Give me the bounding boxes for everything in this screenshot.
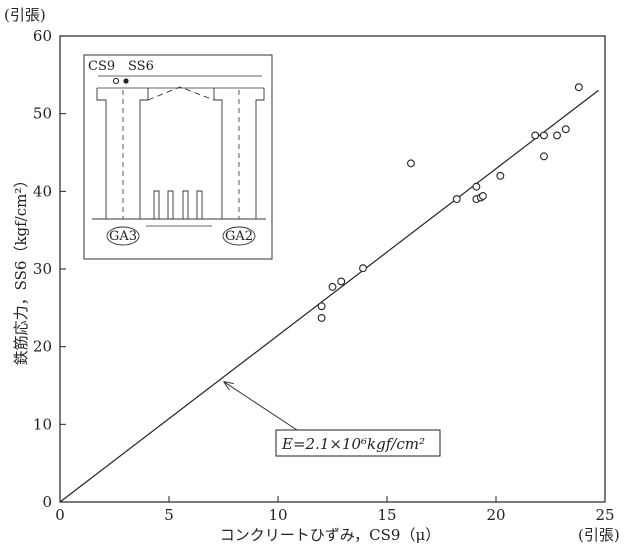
y-tick-label: 40 <box>33 182 52 200</box>
inset-diagram: CS9 SS6 GA3 GA2 <box>83 54 273 260</box>
inset-label-cs9: CS9 <box>88 59 115 74</box>
annotation-box <box>275 429 441 457</box>
data-point <box>553 131 561 140</box>
data-point <box>337 277 346 286</box>
x-tick-label: 0 <box>55 506 65 524</box>
data-point <box>496 171 505 180</box>
data-point <box>407 159 415 168</box>
inset-frame <box>83 54 273 260</box>
y-tick-label: 10 <box>33 415 52 433</box>
data-point <box>574 83 583 92</box>
y-axis-label: 鉄筋応力，SS6（kgf/cm²） <box>12 173 30 366</box>
inset-label-ga3: GA3 <box>109 229 137 244</box>
inset-arch <box>147 86 215 101</box>
x-tick-label: 25 <box>595 506 614 524</box>
annotation-arrow <box>224 382 301 433</box>
inset-label-ga2: GA2 <box>225 229 253 244</box>
data-point <box>317 313 326 322</box>
data-point <box>540 131 548 140</box>
x-tick-label: 5 <box>164 506 174 524</box>
y-axis-corner-label: (引張) <box>4 6 46 24</box>
y-tick-label: 0 <box>42 493 52 511</box>
y-tick-label: 60 <box>33 27 52 45</box>
inset-columns <box>153 190 203 219</box>
data-point <box>472 182 481 191</box>
inset-marker-ss6 <box>123 78 129 84</box>
x-tick-label: 10 <box>268 506 287 524</box>
x-axis-ticks: 0 5 10 15 20 25 <box>55 496 615 524</box>
inset-label-ss6: SS6 <box>128 59 154 74</box>
x-axis-corner-label: (引張) <box>578 526 620 544</box>
data-point <box>328 282 337 291</box>
y-tick-label: 50 <box>33 105 52 123</box>
inset-left-pier <box>96 88 149 219</box>
inset-ga3-oval <box>106 226 140 246</box>
inset-marker-cs9 <box>112 77 120 85</box>
inset-ga2-oval <box>222 226 256 246</box>
data-point <box>359 264 367 273</box>
fit-line <box>59 89 599 503</box>
data-point <box>452 195 461 204</box>
data-points <box>317 83 583 322</box>
y-tick-label: 20 <box>33 338 52 356</box>
x-tick-label: 15 <box>377 506 396 524</box>
data-point <box>561 125 570 134</box>
data-point <box>317 302 326 311</box>
data-point <box>478 192 487 200</box>
inset-right-pier <box>213 88 265 219</box>
x-axis-label: コンクリートひずみ，CS9（μ） <box>220 526 440 544</box>
data-point <box>531 131 540 140</box>
x-tick-label: 20 <box>486 506 505 524</box>
y-tick-label: 30 <box>33 260 52 278</box>
data-point <box>540 152 548 161</box>
y-axis-ticks: 0 10 20 30 40 50 60 <box>33 27 66 511</box>
annotation-label: E=2.1×10⁶kgf/cm² <box>281 435 425 453</box>
